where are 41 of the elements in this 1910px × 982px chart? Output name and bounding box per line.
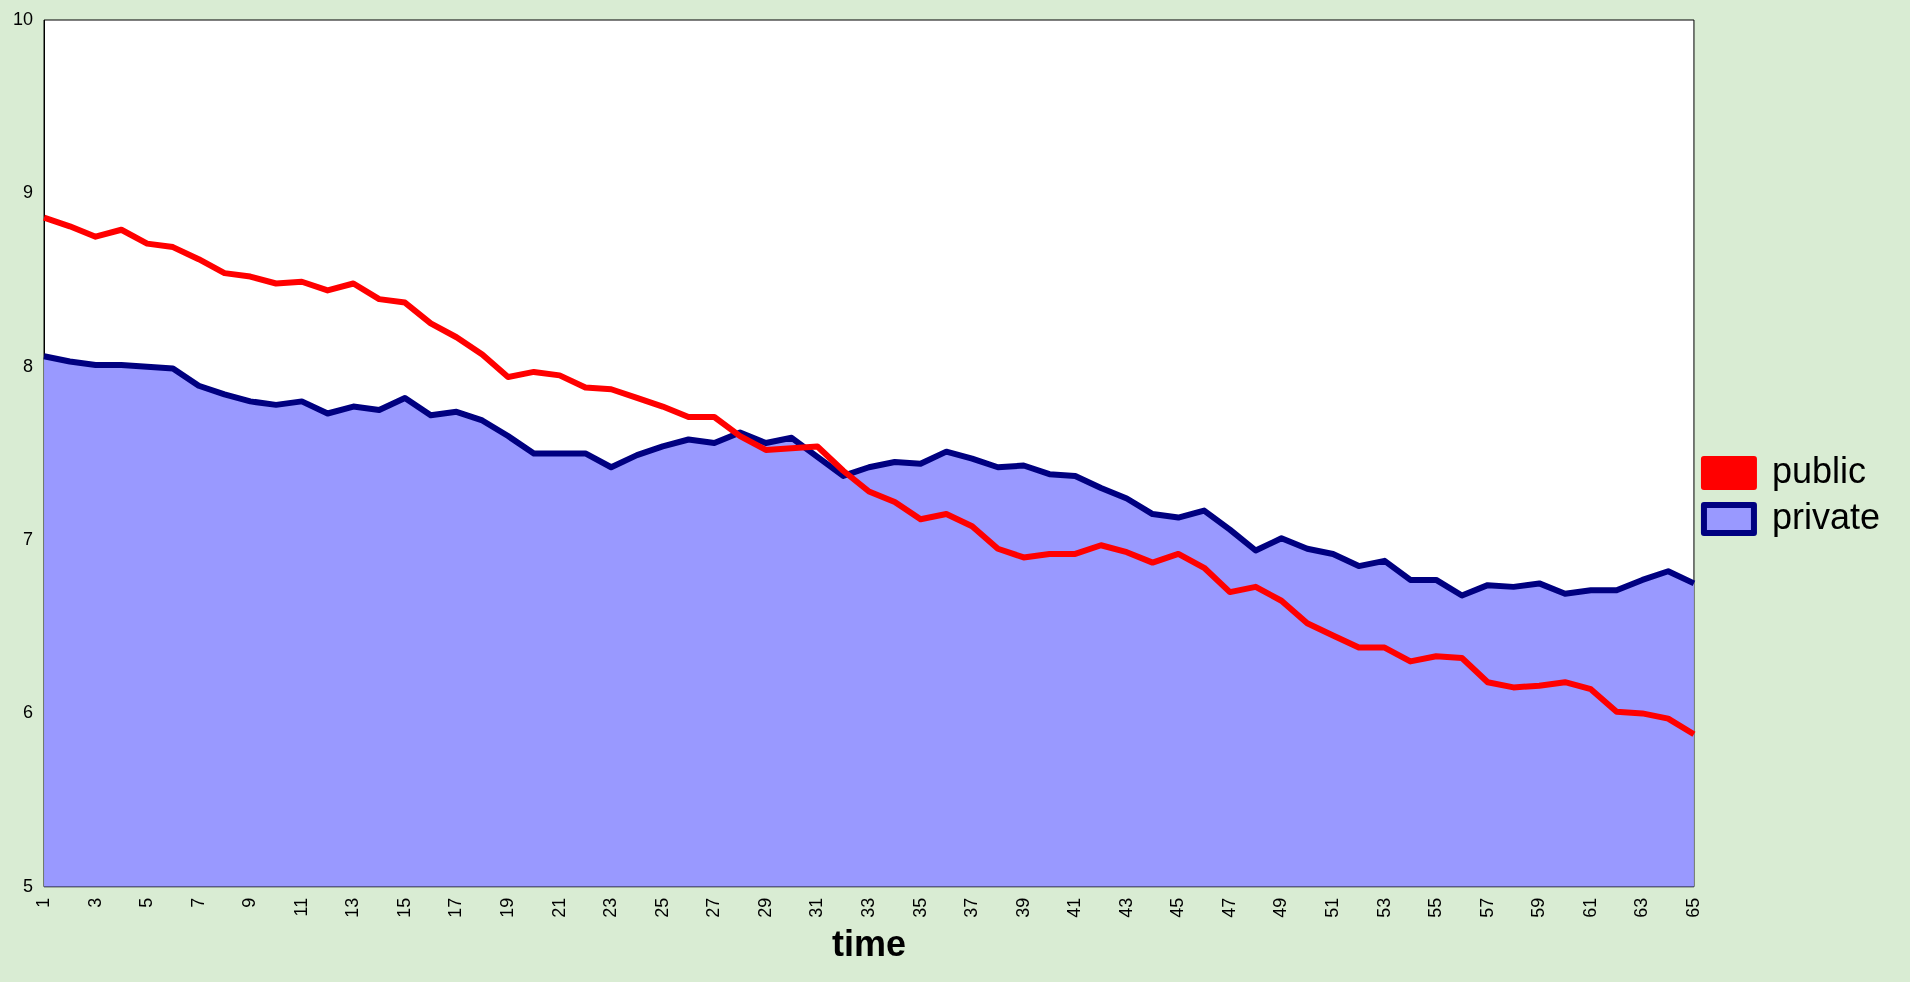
x-tick-label: 23 bbox=[600, 897, 621, 918]
x-tick-label: 43 bbox=[1115, 897, 1136, 918]
x-tick-label: 61 bbox=[1579, 897, 1600, 918]
x-tick-label: 5 bbox=[136, 897, 157, 908]
y-tick-label: 7 bbox=[23, 529, 34, 550]
x-tick-label: 47 bbox=[1218, 897, 1239, 918]
x-tick-label: 49 bbox=[1270, 897, 1291, 918]
x-tick-label: 7 bbox=[187, 897, 208, 908]
x-tick-label: 27 bbox=[703, 897, 724, 918]
x-tick-label: 31 bbox=[806, 897, 827, 918]
legend-label: private bbox=[1771, 495, 1881, 537]
x-tick-label: 65 bbox=[1682, 897, 1703, 918]
x-tick-label: 57 bbox=[1476, 897, 1497, 918]
x-tick-label: 25 bbox=[651, 897, 672, 918]
x-tick-label: 51 bbox=[1321, 897, 1342, 918]
x-tick-label: 11 bbox=[290, 897, 311, 917]
x-tick-label: 19 bbox=[497, 897, 518, 918]
x-tick-label: 39 bbox=[1012, 897, 1033, 918]
x-tick-label: 53 bbox=[1373, 897, 1394, 918]
y-tick-label: 9 bbox=[23, 182, 34, 203]
x-tick-label: 35 bbox=[909, 897, 930, 918]
legend-label: public bbox=[1771, 449, 1867, 491]
x-tick-label: 13 bbox=[342, 897, 363, 918]
x-axis-title: time bbox=[831, 923, 906, 965]
x-tick-label: 59 bbox=[1528, 897, 1549, 918]
x-tick-label: 29 bbox=[754, 897, 775, 918]
x-tick-label: 63 bbox=[1631, 897, 1652, 918]
x-tick-label: 41 bbox=[1064, 897, 1085, 918]
x-tick-label: 17 bbox=[445, 897, 466, 918]
y-tick-label: 6 bbox=[23, 702, 34, 723]
x-tick-label: 15 bbox=[393, 897, 414, 918]
y-tick-label: 8 bbox=[23, 355, 34, 376]
x-tick-label: 9 bbox=[239, 897, 260, 908]
x-tick-label: 55 bbox=[1425, 897, 1446, 918]
x-tick-label: 37 bbox=[961, 897, 982, 918]
x-tick-label: 1 bbox=[32, 897, 53, 908]
x-tick-label: 45 bbox=[1167, 897, 1188, 918]
y-tick-label: 10 bbox=[12, 8, 34, 29]
x-tick-label: 33 bbox=[857, 897, 878, 918]
x-tick-label: 21 bbox=[548, 897, 569, 918]
x-tick-label: 3 bbox=[84, 897, 105, 908]
